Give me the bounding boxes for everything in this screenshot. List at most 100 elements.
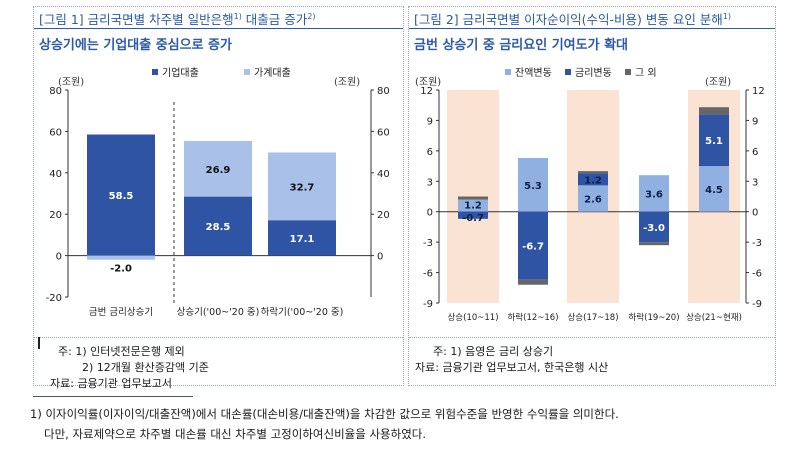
figure2-note1: 주: 1) 음영은 금리 상승기: [433, 345, 554, 358]
bar-segment: [578, 171, 608, 174]
figure2-title-text: [그림 2] 금리국면별 이자순이익(수익-비용) 변동 요인 분해: [414, 12, 723, 27]
bar-segment: [518, 211, 548, 280]
y-unit-right: (조원): [705, 76, 731, 88]
bar-segment: [87, 134, 155, 256]
y-tick-label-right: -6: [752, 269, 762, 280]
bar-segment: [458, 199, 488, 212]
data-label: 5.1: [705, 136, 723, 147]
bar-segment: [518, 279, 548, 285]
y-unit-left: (조원): [415, 76, 441, 88]
bar-segment: [639, 211, 669, 243]
x-tick-label: 상승(10~11): [447, 312, 498, 323]
figure1-title-sup2: 2): [307, 11, 316, 21]
y-tick-label-right: 60: [377, 127, 390, 138]
legend-label: 그 외: [635, 67, 657, 79]
y-tick-label-right: 12: [752, 86, 765, 97]
bar-segment: [87, 255, 155, 260]
bar-segment: [578, 185, 608, 212]
figure2-chart: (조원) (조원) 잔액변동 금리변동 그 외 -9 -9 -6 -6 -3 -3 0 0 3 3 6 6 9 9 1…: [415, 67, 765, 323]
legend-label: 금리변동: [575, 67, 612, 79]
y-tick-label-right: 0: [377, 252, 383, 263]
y-tick-label: 0: [427, 208, 433, 219]
data-label: 1.2: [584, 175, 602, 186]
figure1-title-text: [그림 1] 금리국면별 차주별 일반은행: [39, 12, 234, 27]
y-tick-label-right: 0: [752, 208, 758, 219]
figure2-title-sup: 1): [722, 11, 732, 21]
legend-swatch: [625, 69, 631, 75]
figure2-title-rule: [409, 28, 775, 29]
bar-segment: [458, 211, 488, 219]
x-tick-label: 상승기('00~'20 중): [177, 307, 260, 318]
y-tick-label-right: 6: [752, 147, 758, 158]
y-tick-label: -20: [46, 293, 62, 304]
bar-segment: [518, 157, 548, 212]
data-label: 17.1: [290, 234, 315, 245]
legend-swatch: [505, 69, 511, 75]
data-label: 2.6: [584, 195, 602, 206]
bar-segment: [699, 107, 729, 115]
x-tick-label: 하락(19~20): [628, 312, 679, 323]
y-tick-label: -3: [423, 238, 433, 249]
bar-segment: [639, 175, 669, 212]
figure1-note2: 2) 12개월 환산증감액 기준: [82, 361, 209, 374]
bar-segment: [639, 242, 669, 246]
figure2-source: 자료: 금융기관 업무보고서, 한국은행 시산: [415, 361, 609, 374]
figure1-note1: 주: 1) 인터넷전문은행 제외: [58, 345, 185, 358]
legend-swatch: [244, 69, 250, 75]
y-tick-label: -9: [423, 299, 433, 310]
footnote-line2: 다만, 자료제약으로 차주별 대손률 대신 차주별 고정이하여신비율을 사용하였…: [44, 427, 427, 441]
bar-segment: [699, 114, 729, 167]
data-label: 4.5: [705, 185, 723, 196]
figure1-title-rule: [34, 28, 403, 29]
figure1-subtitle: 상승기에는 기업대출 중심으로 증가: [39, 38, 232, 53]
y-tick-label: 80: [49, 86, 62, 97]
bar-segment: [578, 173, 608, 186]
bar-segment: [268, 152, 336, 221]
figure1-title-mid: 대출금 증가: [241, 12, 308, 27]
data-label: 3.6: [645, 189, 663, 200]
y-unit-left: (조원): [58, 76, 84, 88]
y-tick-label: -6: [423, 269, 433, 280]
y-unit-right: (조원): [334, 76, 360, 88]
legend-swatch: [152, 69, 158, 75]
data-label: 5.3: [524, 181, 542, 192]
legend-label: 잔액변동: [515, 67, 552, 79]
x-tick-label: 하락(12~16): [507, 312, 558, 323]
y-tick-label: 0: [56, 252, 62, 263]
data-label: -2.0: [110, 264, 132, 275]
y-tick-label-right: 20: [377, 210, 390, 221]
y-tick-label: 12: [420, 86, 433, 97]
bar-segment: [458, 196, 488, 200]
note-marker: [38, 337, 40, 349]
x-tick-label: 하락기('00~'20 중): [261, 306, 344, 318]
data-label: -3.0: [643, 223, 665, 234]
footnote-rule: [33, 396, 193, 397]
footnote-line1: 1) 이자이익률(이자이익/대출잔액)에서 대손률(대손비용/대출잔액)을 차감…: [30, 407, 619, 421]
data-label: -0.7: [462, 213, 484, 224]
data-label: 26.9: [206, 165, 231, 176]
data-label: 1.2: [464, 201, 482, 212]
figure1-panel: [그림 1] 금리국면별 차주별 일반은행1) 대출금 증가2) 상승기에는 기…: [33, 6, 404, 390]
bar-segment: [268, 220, 336, 256]
bar-segment: [184, 140, 252, 197]
figure2-subtitle: 금번 상승기 중 금리요인 기여도가 확대: [414, 38, 628, 53]
y-tick-label-right: 80: [377, 86, 390, 97]
figure2-notes-divider: [409, 337, 775, 338]
data-label: 32.7: [290, 182, 315, 193]
x-tick-label: 상승(21~현재): [686, 312, 742, 323]
x-tick-label: 상승(17~18): [567, 312, 618, 323]
figure2-title: [그림 2] 금리국면별 이자순이익(수익-비용) 변동 요인 분해1): [414, 9, 731, 28]
legend-label: 기업대출: [162, 66, 199, 79]
y-tick-label: 6: [427, 147, 433, 158]
y-tick-label-right: 9: [752, 116, 758, 127]
y-tick-label: 60: [49, 127, 62, 138]
y-tick-label-right: 3: [752, 177, 758, 188]
y-tick-label-right: 40: [377, 169, 390, 180]
y-tick-label: 3: [427, 177, 433, 188]
figure1-title: [그림 1] 금리국면별 차주별 일반은행1) 대출금 증가2): [39, 9, 316, 28]
legend-label: 가계대출: [254, 67, 291, 79]
figure1-title-sup1: 1): [233, 11, 242, 21]
y-tick-label-right: -9: [752, 299, 762, 310]
figure1-notes-divider: [34, 337, 403, 338]
y-tick-label: 40: [49, 169, 62, 180]
